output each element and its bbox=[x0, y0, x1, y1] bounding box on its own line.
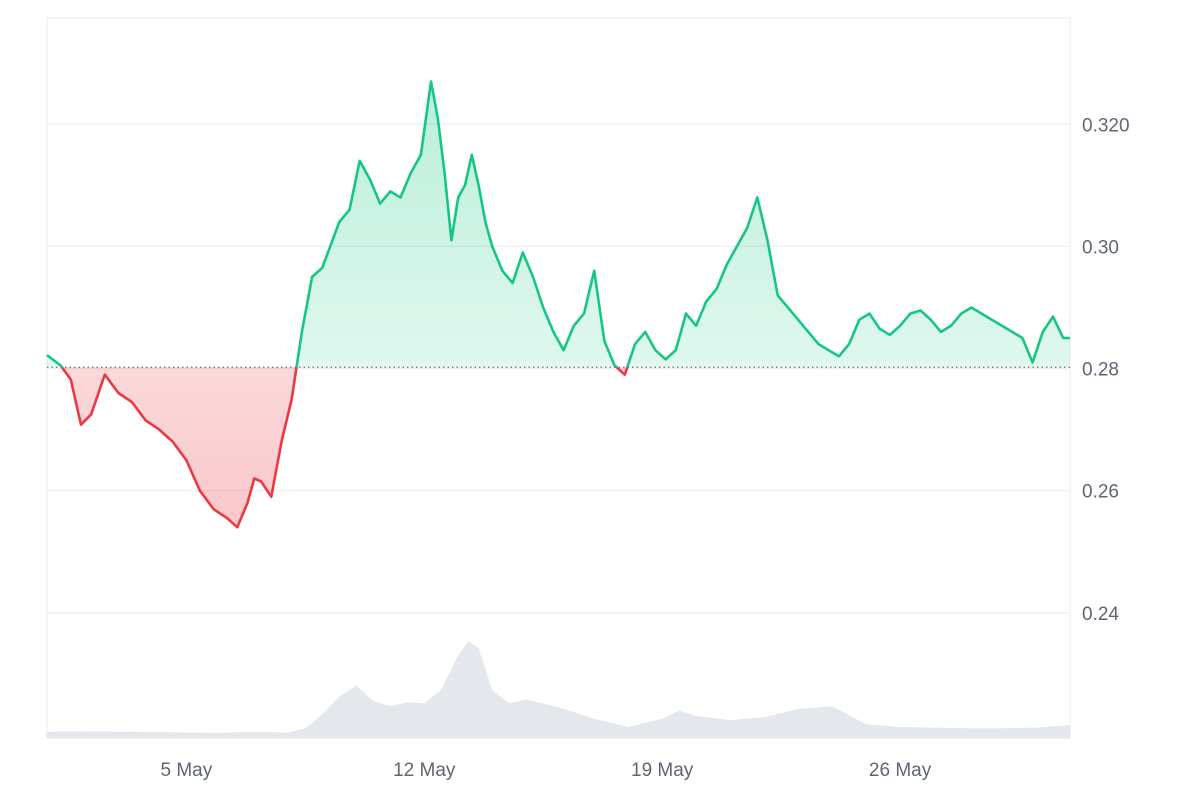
y-tick-label: 0.320 bbox=[1082, 115, 1130, 136]
y-tick-label: 0.28 bbox=[1082, 360, 1119, 381]
price-area-down bbox=[61, 367, 628, 528]
x-tick-label: 19 May bbox=[631, 760, 694, 781]
x-axis: 5 May 12 May 19 May 26 May bbox=[160, 760, 931, 781]
price-series bbox=[46, 80, 1070, 529]
volume-series bbox=[47, 641, 1070, 738]
y-tick-label: 0.30 bbox=[1082, 237, 1119, 258]
price-area-up bbox=[47, 81, 1070, 368]
x-tick-label: 5 May bbox=[160, 760, 212, 781]
y-axis: 0.24 0.26 0.28 0.30 0.320 bbox=[1082, 115, 1130, 625]
price-line-down bbox=[60, 367, 629, 529]
volume-area bbox=[47, 641, 1070, 738]
y-tick-label: 0.26 bbox=[1082, 482, 1119, 503]
price-area bbox=[47, 81, 1070, 528]
x-tick-label: 12 May bbox=[393, 760, 456, 781]
y-tick-label: 0.24 bbox=[1082, 604, 1119, 625]
x-tick-label: 26 May bbox=[869, 760, 932, 781]
price-line-up bbox=[46, 80, 1070, 368]
